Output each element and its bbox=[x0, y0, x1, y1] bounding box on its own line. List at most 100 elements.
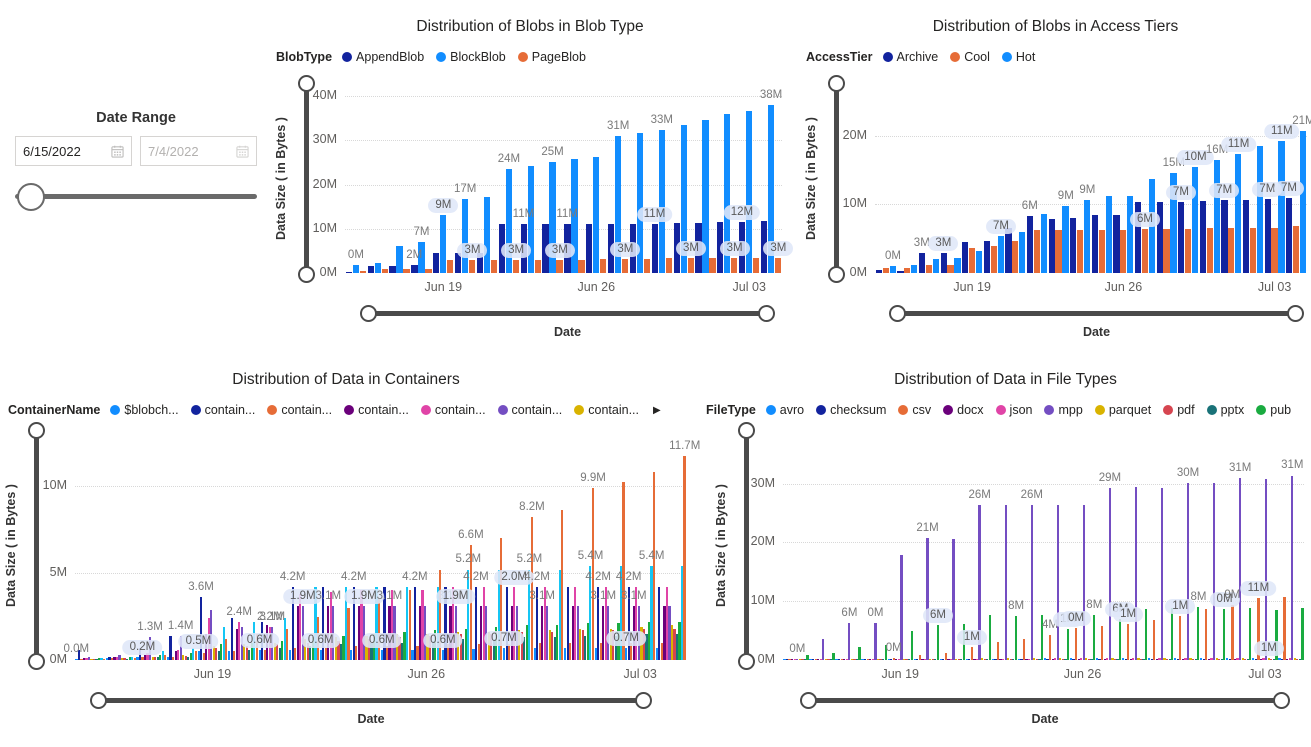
bar[interactable] bbox=[105, 658, 109, 660]
bar[interactable] bbox=[97, 658, 101, 660]
bar[interactable] bbox=[627, 586, 630, 660]
legend-item[interactable]: pptx bbox=[1206, 403, 1244, 417]
bar[interactable] bbox=[1142, 659, 1145, 660]
bar[interactable] bbox=[910, 630, 913, 660]
bar[interactable] bbox=[187, 656, 190, 660]
bar[interactable] bbox=[108, 656, 111, 660]
slider-track[interactable] bbox=[304, 83, 309, 275]
bar[interactable] bbox=[309, 646, 312, 660]
bar[interactable] bbox=[835, 659, 838, 660]
bar[interactable] bbox=[604, 586, 607, 660]
slider-track[interactable] bbox=[368, 311, 767, 316]
bar[interactable] bbox=[913, 658, 916, 660]
bar[interactable] bbox=[311, 637, 314, 660]
bar[interactable] bbox=[803, 659, 807, 660]
bar[interactable] bbox=[549, 162, 556, 273]
legend-item[interactable]: mpp bbox=[1044, 403, 1083, 417]
bar[interactable] bbox=[553, 637, 556, 660]
bar[interactable] bbox=[680, 124, 687, 273]
bar[interactable] bbox=[538, 642, 541, 660]
bar[interactable] bbox=[77, 649, 81, 660]
bar[interactable] bbox=[306, 642, 309, 660]
bar[interactable] bbox=[467, 569, 470, 660]
bar[interactable] bbox=[143, 654, 147, 660]
bar[interactable] bbox=[1231, 604, 1234, 660]
bar[interactable] bbox=[999, 659, 1002, 660]
legend-item[interactable]: Cool bbox=[950, 50, 990, 64]
bar[interactable] bbox=[423, 606, 427, 660]
bar[interactable] bbox=[1082, 504, 1085, 660]
bar[interactable] bbox=[1158, 658, 1161, 660]
bar[interactable] bbox=[1210, 658, 1213, 660]
slider-track[interactable] bbox=[834, 83, 839, 275]
bar[interactable] bbox=[1069, 658, 1073, 660]
bar[interactable] bbox=[944, 652, 947, 660]
slider-track[interactable] bbox=[808, 698, 1282, 703]
slider-track[interactable] bbox=[897, 311, 1296, 316]
bar[interactable] bbox=[845, 659, 848, 660]
bar[interactable] bbox=[1033, 229, 1041, 273]
bar[interactable] bbox=[1301, 608, 1304, 660]
bar[interactable] bbox=[952, 538, 955, 660]
bar[interactable] bbox=[192, 647, 195, 660]
bar[interactable] bbox=[439, 569, 442, 660]
bar[interactable] bbox=[202, 653, 205, 660]
bar[interactable] bbox=[879, 659, 882, 660]
bar[interactable] bbox=[225, 639, 228, 660]
bar[interactable] bbox=[433, 253, 440, 273]
bar[interactable] bbox=[785, 659, 789, 660]
bar[interactable] bbox=[462, 639, 465, 660]
bar[interactable] bbox=[1005, 227, 1012, 273]
bar[interactable] bbox=[753, 258, 760, 273]
bar[interactable] bbox=[383, 586, 386, 660]
bar[interactable] bbox=[1051, 659, 1054, 660]
bar[interactable] bbox=[969, 247, 976, 273]
bar[interactable] bbox=[1091, 214, 1098, 273]
bar[interactable] bbox=[665, 258, 672, 273]
bar[interactable] bbox=[1278, 140, 1285, 273]
bar[interactable] bbox=[459, 633, 462, 660]
bar[interactable] bbox=[446, 644, 450, 660]
bar[interactable] bbox=[115, 656, 119, 660]
bar[interactable] bbox=[569, 642, 572, 660]
bar[interactable] bbox=[548, 630, 551, 660]
bar[interactable] bbox=[1181, 659, 1184, 660]
bar[interactable] bbox=[581, 630, 584, 660]
bar[interactable] bbox=[228, 651, 231, 660]
bar[interactable] bbox=[1085, 657, 1088, 660]
bar[interactable] bbox=[482, 586, 485, 660]
bar[interactable] bbox=[622, 482, 625, 660]
bar[interactable] bbox=[1121, 658, 1125, 660]
bar[interactable] bbox=[1267, 657, 1270, 660]
bar[interactable] bbox=[1026, 216, 1034, 273]
bar[interactable] bbox=[973, 659, 976, 660]
bar[interactable] bbox=[374, 263, 381, 273]
bar[interactable] bbox=[533, 647, 536, 660]
bar[interactable] bbox=[1228, 228, 1235, 273]
bar[interactable] bbox=[490, 633, 493, 660]
bar[interactable] bbox=[273, 642, 276, 660]
bar[interactable] bbox=[1179, 615, 1182, 660]
bar[interactable] bbox=[970, 647, 974, 660]
bar[interactable] bbox=[357, 606, 360, 660]
bar[interactable] bbox=[1223, 608, 1226, 660]
bar[interactable] bbox=[405, 586, 409, 660]
legend-item[interactable]: contain... bbox=[497, 403, 562, 417]
bar[interactable] bbox=[928, 658, 932, 660]
bar[interactable] bbox=[436, 586, 439, 660]
bar[interactable] bbox=[1139, 659, 1143, 660]
bar[interactable] bbox=[955, 658, 958, 660]
bar[interactable] bbox=[636, 132, 644, 273]
bar[interactable] bbox=[1271, 227, 1278, 273]
bar[interactable] bbox=[887, 658, 890, 660]
bar[interactable] bbox=[1185, 229, 1192, 273]
bar[interactable] bbox=[614, 635, 617, 660]
bar[interactable] bbox=[141, 657, 144, 660]
bar[interactable] bbox=[75, 659, 78, 660]
bar[interactable] bbox=[235, 628, 238, 660]
bar[interactable] bbox=[513, 586, 516, 660]
bar[interactable] bbox=[367, 266, 374, 273]
bar[interactable] bbox=[120, 658, 124, 660]
bar[interactable] bbox=[871, 659, 874, 660]
bar[interactable] bbox=[347, 607, 350, 660]
